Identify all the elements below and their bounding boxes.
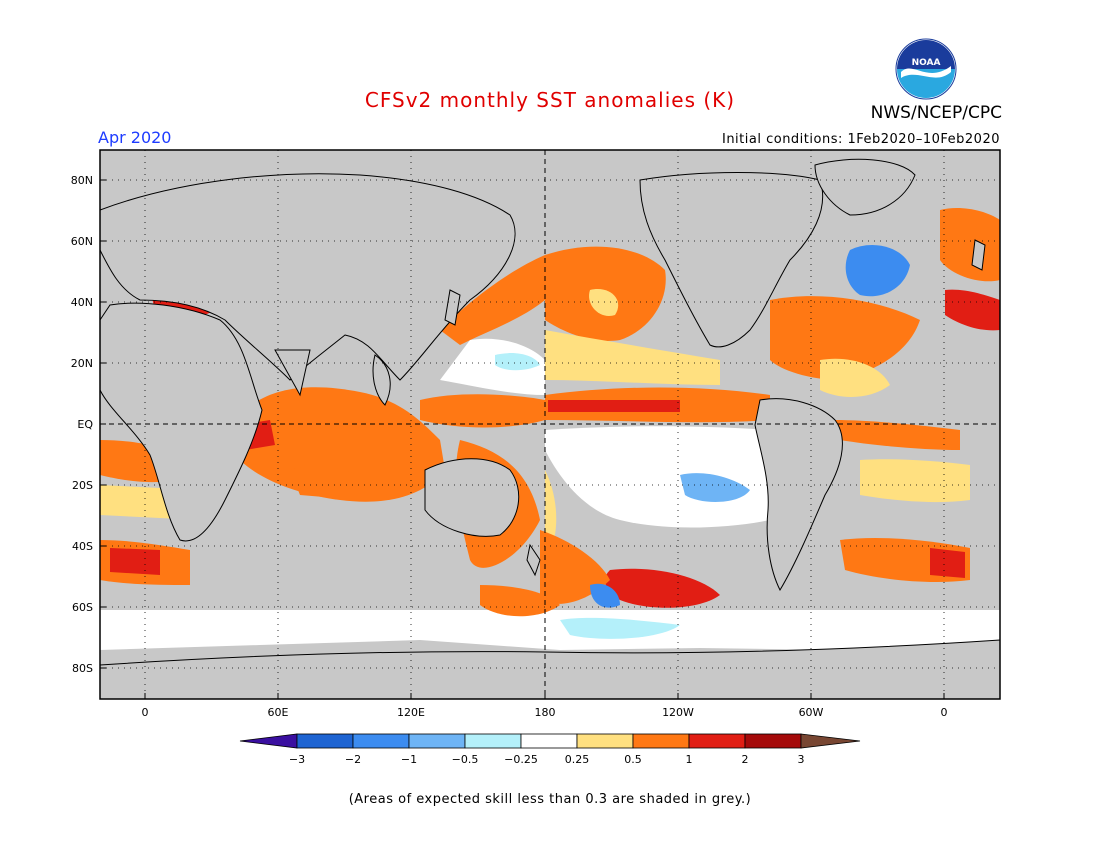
agency-label: NWS/NCEP/CPC <box>870 103 1002 123</box>
lon-labels: 0 60E 120E 180 120W 60W 0 <box>142 706 948 719</box>
lon-label: 60E <box>268 706 289 719</box>
colorbar-segment <box>408 733 466 749</box>
lat-label: 40S <box>72 540 93 553</box>
colorbar-tick-label: −3 <box>289 753 305 766</box>
colorbar-tick-label: 3 <box>798 753 805 766</box>
graticule <box>100 150 1000 699</box>
logo-text: NOAA <box>912 58 941 68</box>
lat-labels: 80N 60N 40N 20N EQ 20S 40S 60S 80S <box>71 174 94 675</box>
valid-month-label: Apr 2020 <box>98 128 172 147</box>
lon-label: 0 <box>941 706 948 719</box>
lat-label: 60N <box>71 235 93 248</box>
colorbar-segment <box>688 733 746 749</box>
lon-label: 60W <box>799 706 824 719</box>
colorbar-arrow-right <box>800 733 861 749</box>
lat-label: 80S <box>72 662 93 675</box>
lat-label: 60S <box>72 601 93 614</box>
lon-label: 120E <box>397 706 425 719</box>
equator-dateline <box>100 150 1000 699</box>
colorbar-arrow-left <box>239 733 298 749</box>
lat-label: 20N <box>71 357 93 370</box>
colorbar-segment <box>632 733 690 749</box>
noaa-logo: NOAA <box>895 38 957 100</box>
colorbar-tick-label: 0.5 <box>624 753 642 766</box>
colorbar-tick-label: −0.5 <box>452 753 479 766</box>
colorbar-tick-label: −2 <box>345 753 361 766</box>
colorbar-tick-label: −1 <box>401 753 417 766</box>
lat-label: EQ <box>77 418 93 431</box>
skill-footnote: (Areas of expected skill less than 0.3 a… <box>348 792 752 807</box>
lon-label: 180 <box>535 706 556 719</box>
colorbar <box>239 733 861 749</box>
initial-conditions-label: Initial conditions: 1Feb2020–10Feb2020 <box>721 132 1000 147</box>
colorbar-segment <box>520 733 578 749</box>
map-title: CFSv2 monthly SST anomalies (K) <box>364 88 736 112</box>
colorbar-segment <box>464 733 522 749</box>
colorbar-ticks: −3 −2 −1 −0.5 −0.25 0.25 0.5 1 2 3 <box>289 753 805 766</box>
lat-label: 40N <box>71 296 93 309</box>
continents <box>100 158 1000 699</box>
colorbar-tick-label: 1 <box>686 753 693 766</box>
colorbar-segment <box>576 733 634 749</box>
lon-label: 120W <box>662 706 694 719</box>
colorbar-segment <box>744 733 802 749</box>
colorbar-tick-label: −0.25 <box>504 753 538 766</box>
colorbar-segment <box>296 733 354 749</box>
axis-ticks <box>100 179 945 699</box>
colorbar-tick-label: 2 <box>742 753 749 766</box>
lat-label: 20S <box>72 479 93 492</box>
lat-label: 80N <box>71 174 93 187</box>
colorbar-segment <box>352 733 410 749</box>
colorbar-tick-label: 0.25 <box>565 753 590 766</box>
lon-label: 0 <box>142 706 149 719</box>
